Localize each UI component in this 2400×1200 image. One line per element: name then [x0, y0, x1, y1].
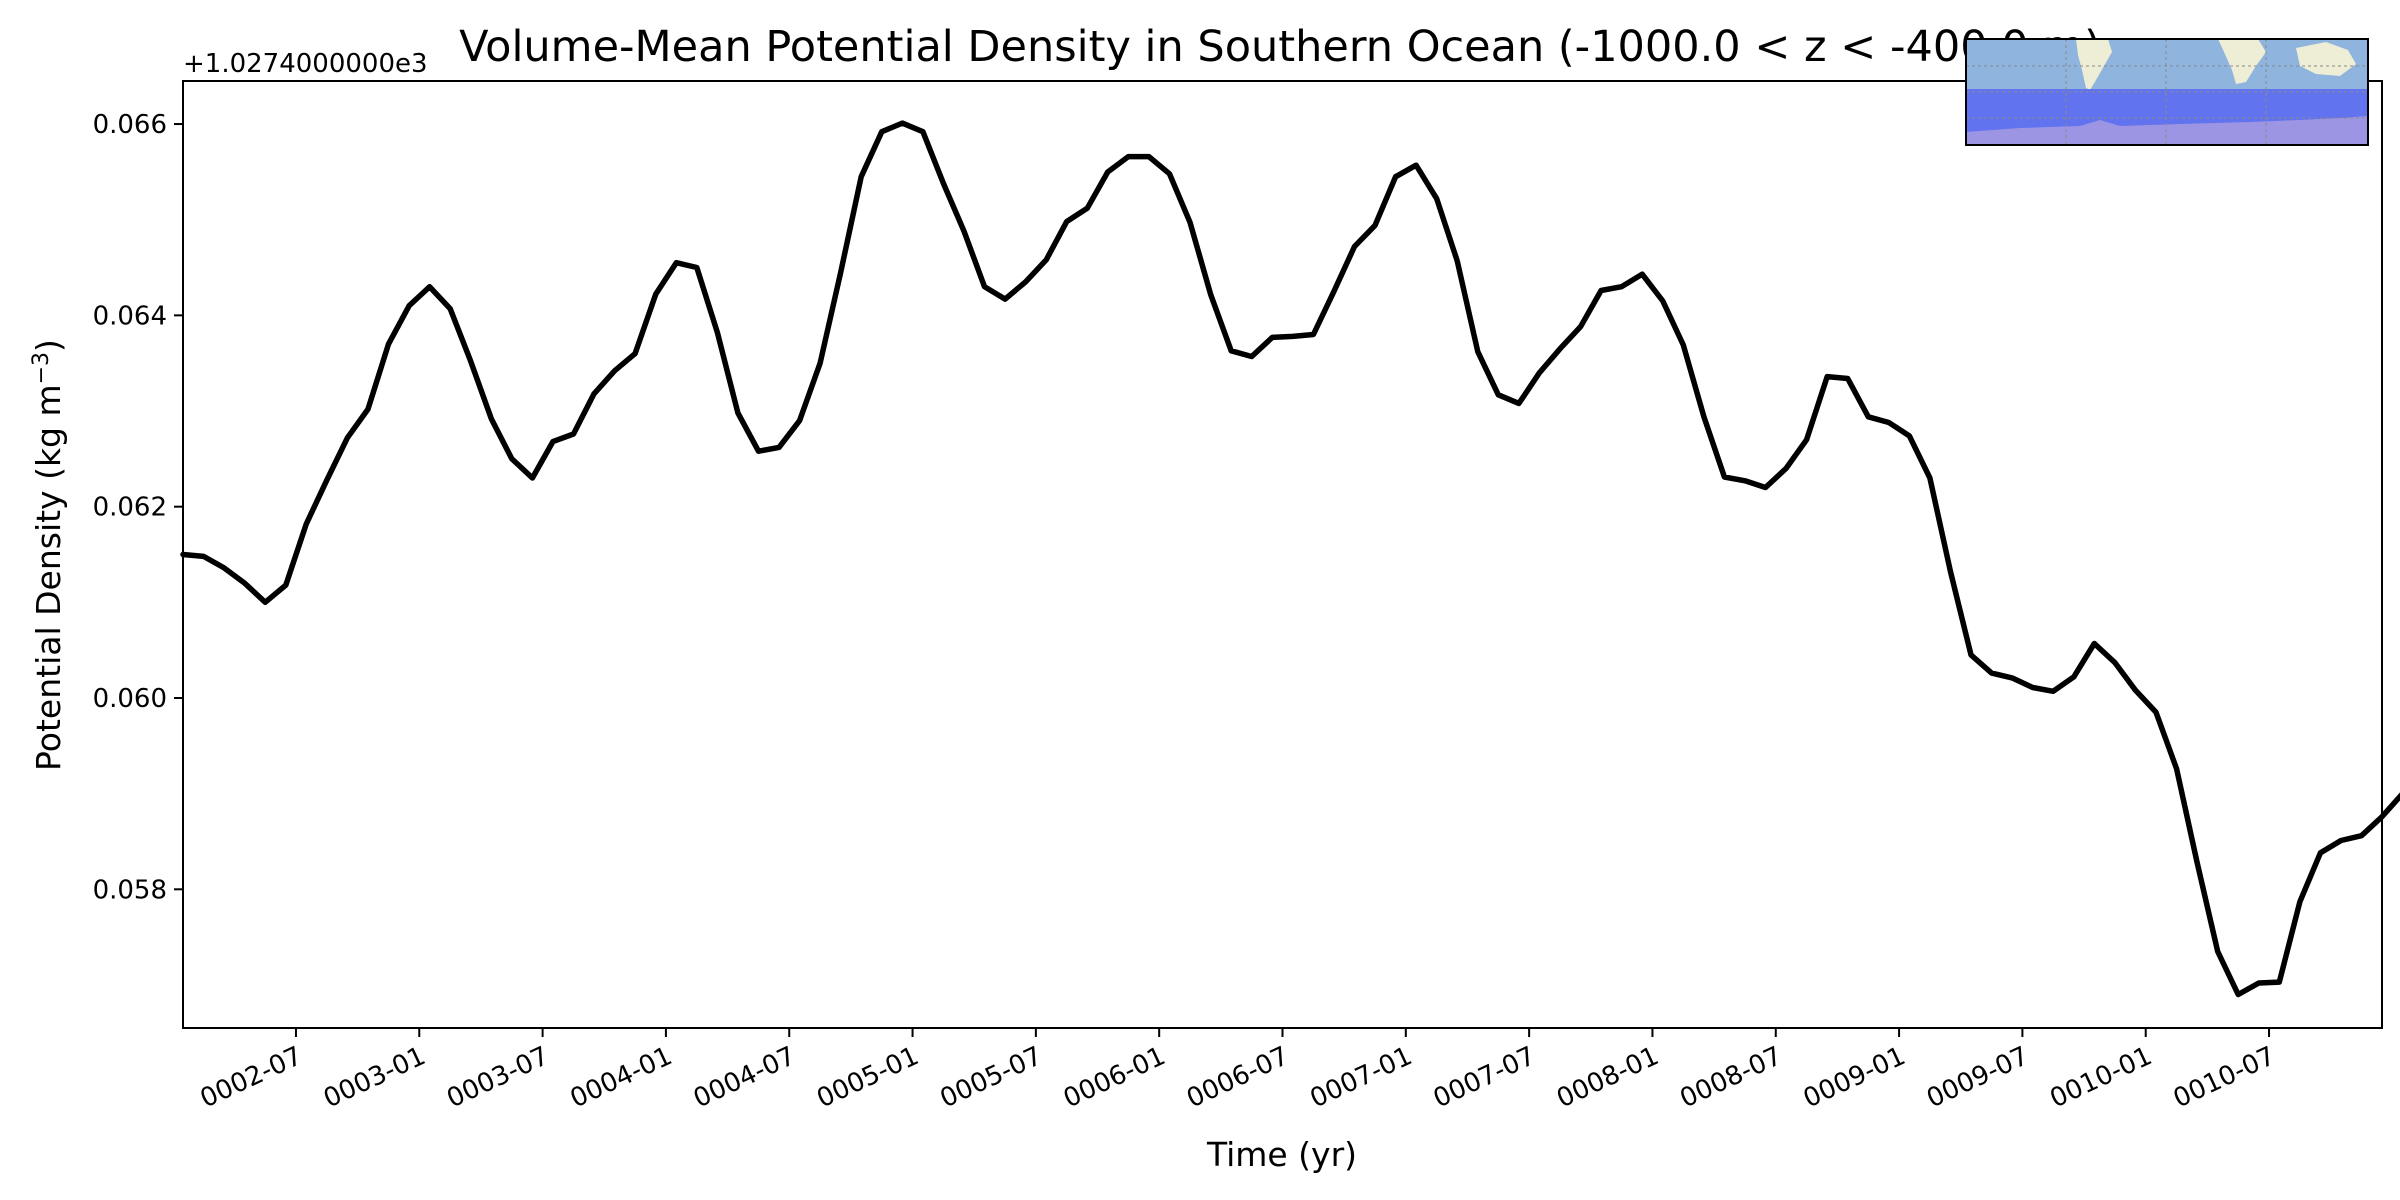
- map-gridlines: [1966, 39, 2368, 145]
- offset-label: +1.0274000000e3: [183, 49, 428, 79]
- x-tick-label: 0005-07: [936, 1041, 1047, 1114]
- y-tick-label: 0.058: [93, 875, 167, 905]
- x-tick-label: 0008-07: [1676, 1041, 1787, 1114]
- y-tick-label: 0.066: [93, 110, 167, 140]
- x-axis-label: Time (yr): [1206, 1135, 1357, 1174]
- map-land-australia: [2296, 42, 2356, 76]
- y-axis-label: Potential Density (kg m−3): [29, 339, 68, 771]
- plot-frame: [182, 80, 2383, 1029]
- x-tick-label: 0004-07: [689, 1041, 800, 1114]
- y-tick-label: 0.062: [93, 493, 167, 523]
- x-tick-label: 0005-01: [812, 1041, 923, 1114]
- x-tick-label: 0009-01: [1799, 1041, 1910, 1114]
- x-tick-label: 0009-07: [1922, 1041, 2033, 1114]
- x-tick-label: 0010-01: [2046, 1041, 2157, 1114]
- x-tick-label: 0003-07: [442, 1041, 553, 1114]
- x-tick-label: 0007-07: [1429, 1041, 1540, 1114]
- x-tick-label: 0010-07: [2169, 1041, 2280, 1114]
- x-tick-label: 0004-01: [566, 1041, 677, 1114]
- chart-title: Volume-Mean Potential Density in Souther…: [459, 22, 2101, 72]
- x-tick-label: 0006-01: [1059, 1041, 1170, 1114]
- x-tick-label: 0006-07: [1182, 1041, 1293, 1114]
- map-land-africa: [2218, 39, 2266, 84]
- x-tick-label: 0002-07: [196, 1041, 307, 1114]
- map-land-south-america: [2076, 39, 2112, 90]
- x-tick-label: 0003-01: [319, 1041, 430, 1114]
- x-tick-label: 0008-01: [1552, 1041, 1663, 1114]
- y-axis-ticks: 0.058 0.060 0.062 0.064 0.066: [93, 110, 183, 905]
- x-tick-label: 0007-01: [1306, 1041, 1417, 1114]
- region-map-inset: [1965, 38, 2369, 146]
- y-tick-label: 0.064: [93, 301, 167, 331]
- map-frame: [1965, 38, 2369, 146]
- x-axis-ticks: 0002-07 0003-01 0003-07 0004-01 0004-07 0005-…: [196, 1028, 2280, 1114]
- density-series-line: [180, 120, 2400, 998]
- y-tick-label: 0.060: [93, 684, 167, 714]
